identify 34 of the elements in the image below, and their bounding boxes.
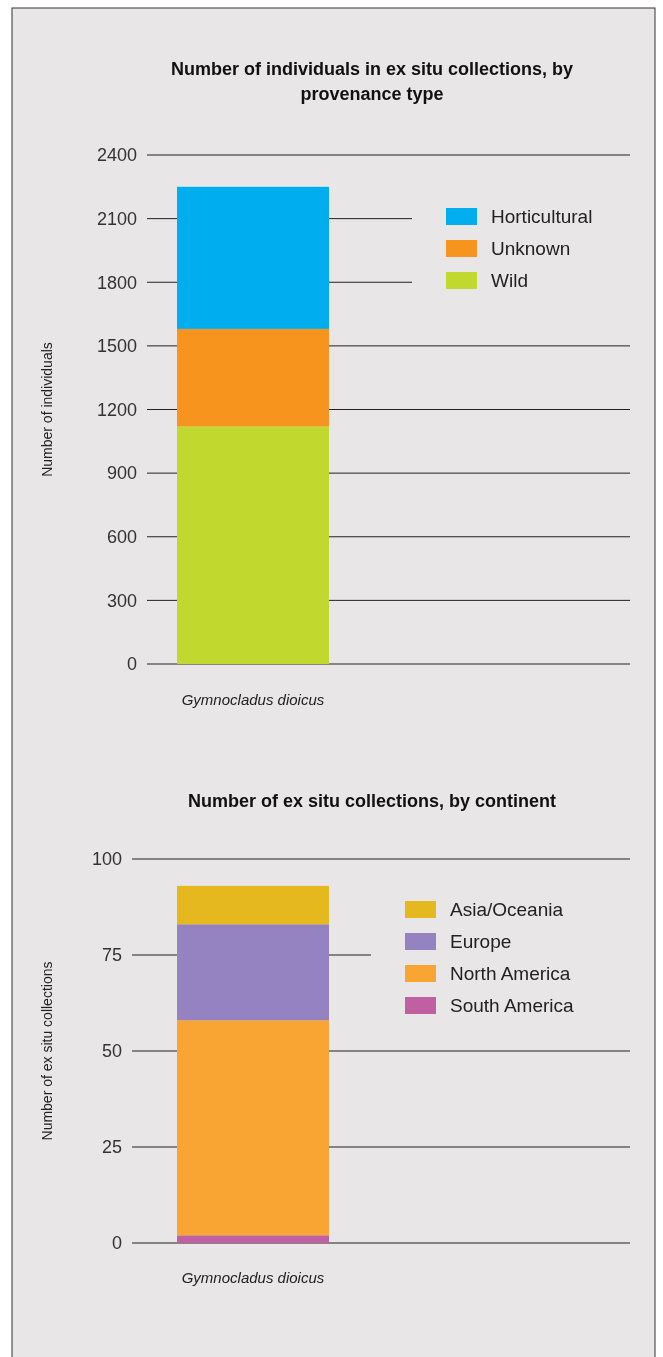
y-axis-title: Number of individuals	[39, 342, 55, 477]
y-tick-label: 1800	[96, 272, 137, 293]
y-tick-label: 100	[91, 849, 122, 870]
bar	[177, 186, 329, 329]
y-tick-label: 75	[101, 945, 122, 966]
y-tick-label: 1200	[96, 399, 137, 420]
legend-label: Asia/Oceania	[450, 898, 564, 920]
bar	[177, 426, 329, 664]
y-tick-label: 2400	[96, 145, 137, 166]
bar	[177, 328, 329, 427]
y-tick-label: 50	[101, 1041, 122, 1062]
y-axis-title: Number of ex situ collections	[39, 961, 55, 1141]
bar	[177, 924, 329, 1021]
y-tick-label: 1500	[96, 336, 137, 357]
legend-label: South America	[450, 994, 574, 1016]
x-tick-label: Gymnocladus dioicus	[181, 1269, 325, 1286]
legend-label: Unknown	[491, 237, 571, 259]
bar	[177, 1020, 329, 1236]
legend-label: Horticultural	[491, 205, 593, 227]
legend-label: Wild	[491, 269, 528, 291]
legend-label: North America	[450, 962, 571, 984]
y-tick-label: 900	[106, 463, 137, 484]
x-tick-label: Gymnocladus dioicus	[181, 691, 325, 708]
text: Number of ex situ collections, by continent	[187, 791, 557, 811]
text: Number of individuals in ex situ collections, by provenance type	[170, 59, 574, 104]
y-tick-label: 0	[111, 1233, 122, 1254]
bar	[177, 1235, 329, 1243]
bar	[177, 885, 329, 925]
y-tick-label: 2100	[96, 208, 137, 229]
y-tick-label: 0	[126, 654, 137, 675]
y-tick-label: 25	[101, 1137, 122, 1158]
y-tick-label: 300	[106, 590, 137, 611]
legend-label: Europe	[450, 930, 512, 952]
y-tick-label: 600	[106, 527, 137, 548]
